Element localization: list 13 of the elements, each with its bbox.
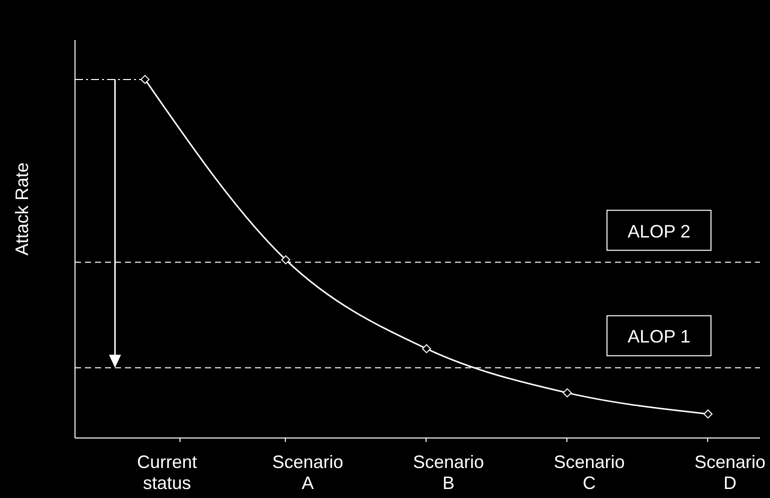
point — [140, 74, 150, 84]
x-tick-label: Current status — [136, 452, 198, 493]
ref-line-label: ALOP 1 — [628, 326, 690, 347]
point — [422, 344, 431, 354]
point — [704, 409, 712, 418]
x-tick-label: Scenario A — [272, 452, 344, 493]
point — [562, 388, 572, 398]
ref-line-label: ALOP 2 — [628, 221, 690, 242]
y-axis-title: Attack Rate — [12, 162, 32, 256]
x-tick-label: Scenario D — [694, 452, 766, 493]
x-tick-label: Scenario C — [554, 452, 625, 493]
x-tick-label: Scenario B — [412, 452, 484, 493]
point — [281, 255, 290, 264]
